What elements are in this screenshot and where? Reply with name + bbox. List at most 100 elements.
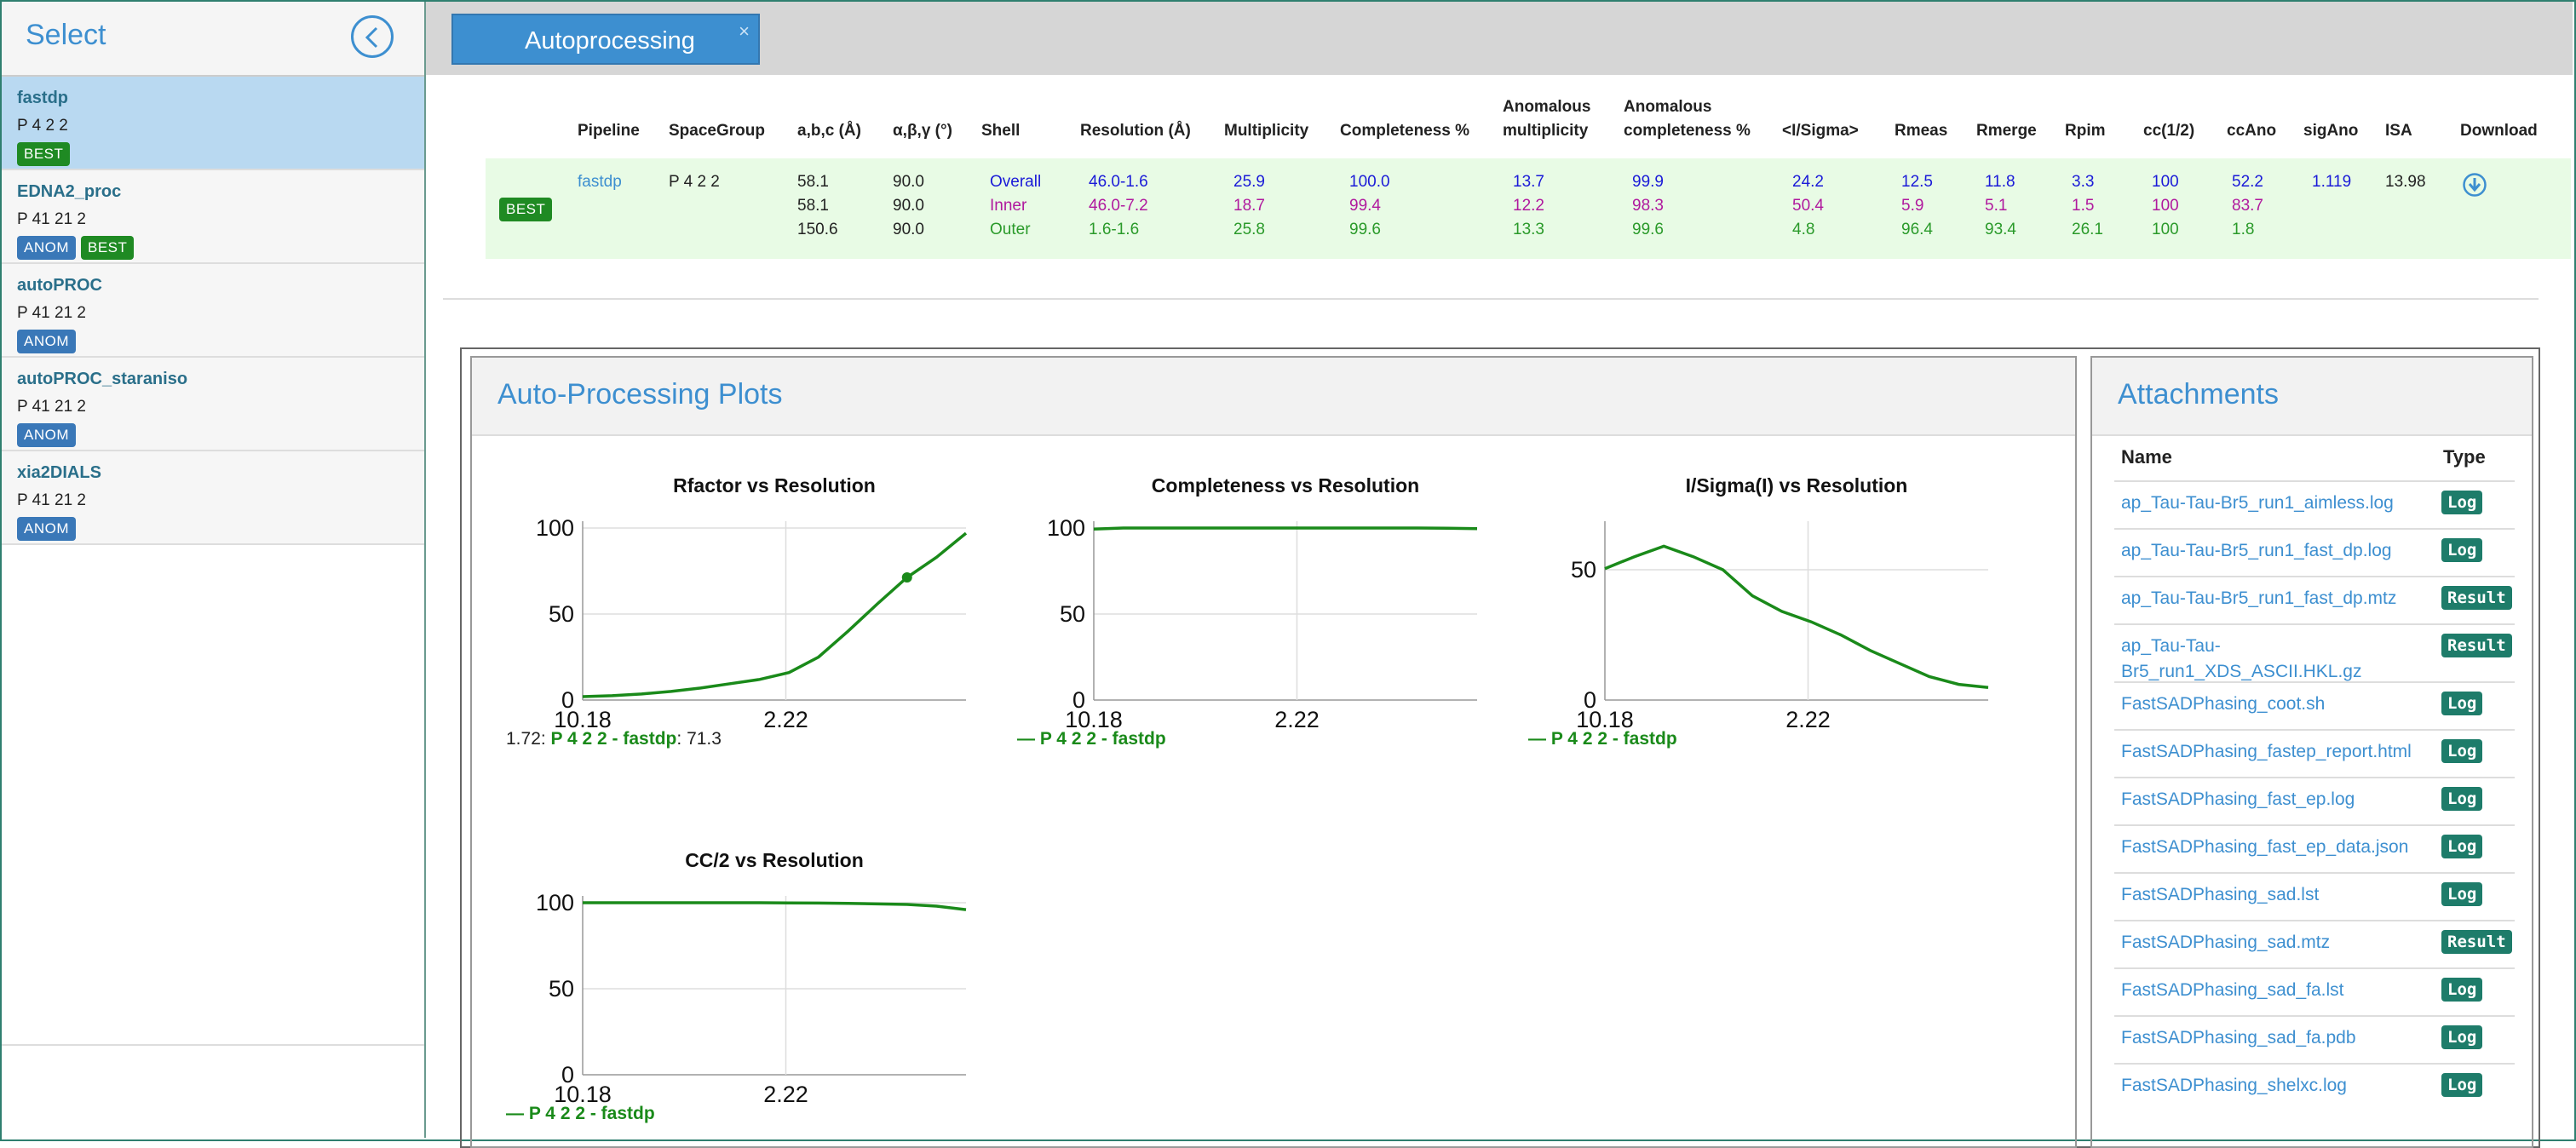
chart-rfactor[interactable]: Rfactor vs Resolution 0 50 100 10.18 2.22 [489, 468, 1000, 758]
col-angles: α,β,γ (°) [893, 122, 952, 140]
sidebar-item-name: autoPROC_staraniso [17, 370, 188, 388]
attachment-link[interactable]: ap_Tau-Tau- Br5_run1_XDS_ASCII.HKL.gz [2121, 636, 2362, 681]
col-anom-mult-line1: Anomalous [1503, 98, 1591, 116]
sidebar-item-name: fastdp [17, 89, 68, 107]
attachment-type-badge[interactable]: Log [2441, 692, 2483, 715]
y-tick-label: 100 [536, 515, 574, 541]
sidebar-item-name: EDNA2_proc [17, 182, 122, 201]
cell-a: 58.1 [797, 173, 829, 191]
rmerge-inner: 5.1 [1985, 197, 2008, 215]
series-line [582, 531, 968, 698]
x-tick-label: 10.18 [554, 707, 612, 732]
attachment-type-badge[interactable]: Log [2441, 538, 2483, 562]
attachment-link[interactable]: ap_Tau-Tau-Br5_run1_fast_dp.log [2121, 541, 2392, 560]
attachment-link[interactable]: FastSADPhasing_shelxc.log [2121, 1076, 2347, 1095]
ccano-inner: 83.7 [2232, 197, 2263, 215]
sidebar-item-fastdp[interactable]: fastdp P 4 2 2 BEST [2, 77, 424, 170]
sidebar-item-xia2dials[interactable]: xia2DIALS P 41 21 2 ANOM [2, 451, 424, 545]
completeness-inner: 99.4 [1349, 197, 1381, 215]
chart-title: I/Sigma(I) vs Resolution [1686, 474, 1908, 497]
x-tick-label: 10.18 [1576, 707, 1634, 732]
chart-completeness[interactable]: Completeness vs Resolution 0 50 100 10.18 2.2… [1000, 468, 1511, 758]
attachment-type-badge[interactable]: Result [2441, 634, 2512, 657]
attachment-link[interactable]: FastSADPhasing_sad_fa.lst [2121, 980, 2344, 1000]
tooltip-value: 71.3 [687, 729, 722, 749]
x-tick-label: 2.22 [763, 707, 808, 732]
col-spacegroup: SpaceGroup [669, 122, 765, 140]
chart-title: CC/2 vs Resolution [685, 849, 864, 871]
attachment-type-badge[interactable]: Log [2441, 491, 2483, 514]
attachment-row: FastSADPhasing_sad.lst Log [2114, 872, 2515, 921]
attachment-type-badge[interactable]: Log [2441, 1073, 2483, 1097]
plots-title: Auto-Processing Plots [497, 378, 783, 410]
completeness-outer: 99.6 [1349, 221, 1381, 238]
divider [443, 298, 2539, 300]
attachment-link[interactable]: FastSADPhasing_sad_fa.pdb [2121, 1028, 2356, 1048]
spacegroup-value: P 4 2 2 [669, 173, 720, 191]
attachment-link[interactable]: FastSADPhasing_sad.mtz [2121, 933, 2331, 952]
back-icon[interactable] [351, 15, 394, 58]
pipeline-link[interactable]: fastdp [578, 173, 622, 191]
anom-mult-outer: 13.3 [1513, 221, 1544, 238]
isigma-inner: 50.4 [1792, 197, 1824, 215]
ccano-outer: 1.8 [2232, 221, 2255, 238]
attachment-type-badge[interactable]: Log [2441, 1025, 2483, 1049]
attachments-title: Attachments [2118, 378, 2279, 410]
multiplicity-overall: 25.9 [1233, 173, 1265, 191]
tooltip-series: P 4 2 2 - fastdp [550, 729, 677, 749]
chart-tooltip: 1.72: P 4 2 2 - fastdp: 71.3 [506, 729, 722, 749]
anom-mult-inner: 12.2 [1513, 197, 1544, 215]
attachment-link[interactable]: ap_Tau-Tau-Br5_run1_fast_dp.mtz [2121, 588, 2397, 608]
download-icon[interactable] [2462, 172, 2487, 203]
chart-cc-half[interactable]: CC/2 vs Resolution 0 50 100 10.18 2.22 [489, 843, 1000, 1133]
attachment-type-badge[interactable]: Log [2441, 978, 2483, 1002]
attachment-type-badge[interactable]: Result [2441, 586, 2512, 610]
rmerge-outer: 93.4 [1985, 221, 2016, 238]
attachment-link[interactable]: FastSADPhasing_coot.sh [2121, 694, 2326, 714]
table-row: BEST fastdp P 4 2 2 58.1 58.1 150.6 90.0… [486, 158, 2571, 259]
anom-mult-overall: 13.7 [1513, 173, 1544, 191]
attachment-link[interactable]: FastSADPhasing_fastep_report.html [2121, 742, 2412, 761]
anom-badge: ANOM [17, 330, 76, 353]
sidebar-divider [2, 1044, 424, 1046]
ccano-overall: 52.2 [2232, 173, 2263, 191]
attachment-type-badge[interactable]: Result [2441, 930, 2512, 954]
chart-legend[interactable]: — P 4 2 2 - fastdp [1528, 729, 1677, 749]
shell-outer: Outer [990, 221, 1031, 238]
chart-title: Completeness vs Resolution [1152, 474, 1419, 497]
attachment-type-badge[interactable]: Log [2441, 739, 2483, 763]
col-ccano: ccAno [2227, 122, 2277, 140]
sidebar: Select fastdp P 4 2 2 BEST EDNA2_proc P … [2, 2, 426, 1138]
col-rpim: Rpim [2065, 122, 2106, 140]
multiplicity-inner: 18.7 [1233, 197, 1265, 215]
attachment-link[interactable]: FastSADPhasing_fast_ep_data.json [2121, 837, 2409, 857]
attachment-link[interactable]: FastSADPhasing_sad.lst [2121, 885, 2320, 904]
col-multiplicity: Multiplicity [1224, 122, 1309, 140]
sidebar-header: Select [2, 2, 424, 77]
close-icon[interactable]: × [739, 20, 750, 42]
chart-isigma[interactable]: I/Sigma(I) vs Resolution 0 50 10.18 2.22 [1511, 468, 2022, 758]
attachment-link[interactable]: ap_Tau-Tau-Br5_run1_aimless.log [2121, 493, 2394, 513]
tab-autoprocessing[interactable]: Autoprocessing × [451, 14, 760, 65]
sidebar-item-edna2-proc[interactable]: EDNA2_proc P 41 21 2 ANOM BEST [2, 170, 424, 264]
attachment-type-badge[interactable]: Log [2441, 882, 2483, 906]
col-resolution: Resolution (Å) [1080, 122, 1191, 140]
x-tick-label: 2.22 [1785, 707, 1831, 732]
col-type: Type [2443, 446, 2486, 468]
anom-badge: ANOM [17, 517, 76, 541]
attachment-type-badge[interactable]: Log [2441, 835, 2483, 858]
rmeas-inner: 5.9 [1901, 197, 1924, 215]
attachment-link[interactable]: FastSADPhasing_fast_ep.log [2121, 789, 2355, 809]
chart-legend[interactable]: — P 4 2 2 - fastdp [506, 1104, 655, 1123]
attachment-type-badge[interactable]: Log [2441, 787, 2483, 811]
sidebar-item-autoproc[interactable]: autoPROC P 41 21 2 ANOM [2, 264, 424, 358]
chart-legend[interactable]: — P 4 2 2 - fastdp [1017, 729, 1166, 749]
sidebar-item-spacegroup: P 41 21 2 [17, 491, 87, 509]
col-abc: a,b,c (Å) [797, 122, 861, 140]
sidebar-item-autoproc-staraniso[interactable]: autoPROC_staraniso P 41 21 2 ANOM [2, 358, 424, 451]
attachment-row: FastSADPhasing_sad_fa.pdb Log [2114, 1015, 2515, 1065]
anom-comp-inner: 98.3 [1632, 197, 1664, 215]
attachment-row: ap_Tau-Tau- Br5_run1_XDS_ASCII.HKL.gz Resu… [2114, 623, 2515, 683]
y-tick-label: 0 [561, 1062, 574, 1088]
